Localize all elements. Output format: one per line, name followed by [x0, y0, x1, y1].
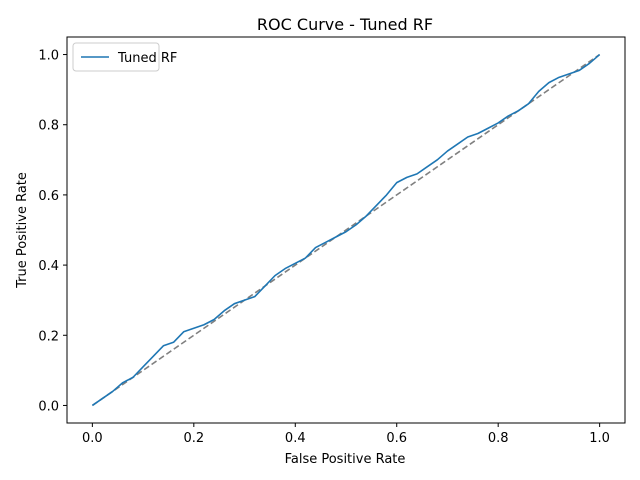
x-tick-label: 0.6 [386, 431, 407, 446]
series-line-0 [91, 53, 601, 407]
plot-frame [66, 36, 626, 424]
y-tick-label: 1.0 [38, 49, 59, 64]
y-tick-label: 0.8 [38, 119, 59, 134]
y-axis-title: True Positive Rate [15, 172, 30, 289]
y-tick-label: 0.4 [38, 259, 59, 274]
x-axis-title: False Positive Rate [285, 452, 406, 467]
legend-box [72, 42, 160, 72]
x-tick-label: 0.8 [488, 431, 509, 446]
y-tick-label: 0.6 [38, 189, 59, 204]
y-tick-label: 0.0 [38, 399, 59, 414]
chart-title: ROC Curve - Tuned RF [257, 15, 433, 34]
y-tick-label: 0.2 [38, 329, 59, 344]
x-tick-label: 0.0 [82, 431, 103, 446]
x-tick-label: 1.0 [589, 431, 610, 446]
legend-label-tuned-rf: Tuned RF [117, 51, 177, 66]
plot-area: 0.0 0.2 0.4 0.6 0.8 1.0 0.0 0.2 0.4 0.6 0.8 1.0 [38, 36, 626, 446]
x-tick-label: 0.4 [285, 431, 306, 446]
x-tick-label: 0.2 [183, 431, 204, 446]
legend: Tuned RF [72, 42, 177, 72]
